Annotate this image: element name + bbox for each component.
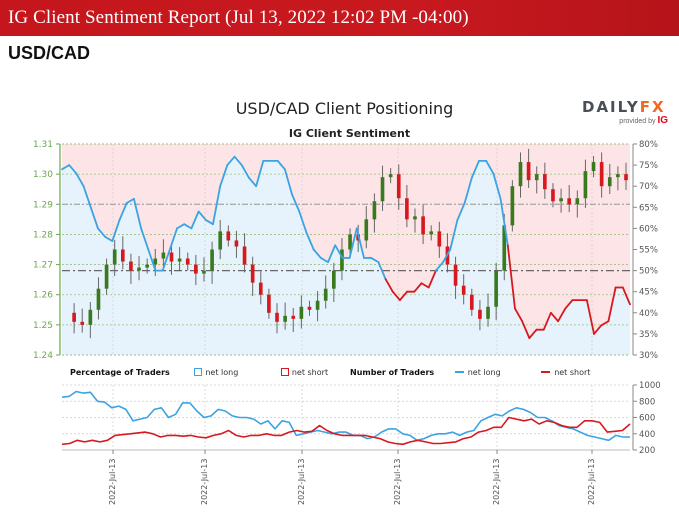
legend-pct-long: net long bbox=[205, 368, 239, 377]
percent-axis-label: 60% bbox=[639, 224, 658, 234]
price-axis-label: 1.28 bbox=[33, 230, 53, 240]
percent-axis-label: 50% bbox=[639, 267, 658, 277]
count-axis-label: 800 bbox=[639, 397, 655, 407]
count-axis-label: 600 bbox=[639, 414, 655, 424]
net-long-line-icon bbox=[454, 371, 464, 373]
chart-title: USD/CAD Client Positioning bbox=[235, 99, 454, 118]
price-axis-label: 1.26 bbox=[33, 291, 53, 301]
percent-axis-label: 55% bbox=[639, 246, 658, 256]
count-axis-label: 1000 bbox=[639, 381, 661, 391]
percent-axis-label: 70% bbox=[639, 182, 658, 192]
price-axis-label: 1.24 bbox=[33, 351, 53, 361]
legend-num-short: net short bbox=[554, 368, 591, 377]
x-axis-date-label: 2022-Jul-13 bbox=[393, 458, 402, 505]
x-axis-date-label: 2022-Jul-13 bbox=[492, 458, 501, 505]
x-axis-date-label: 2022-Jul-13 bbox=[200, 458, 209, 505]
net-short-swatch-icon bbox=[280, 368, 289, 376]
percent-axis-label: 75% bbox=[639, 161, 658, 171]
price-axis-label: 1.27 bbox=[33, 261, 53, 271]
percent-axis-label: 65% bbox=[639, 203, 658, 213]
legend-percentage: Percentage of Traders net long net short bbox=[70, 368, 328, 377]
report-title: IG Client Sentiment Report (Jul 13, 2022… bbox=[8, 7, 469, 28]
x-axis-date-label: 2022-Jul-13 bbox=[297, 458, 306, 505]
count-axis-label: 400 bbox=[639, 430, 655, 440]
currency-pair-title: USD/CAD bbox=[8, 43, 91, 63]
percent-axis-label: 40% bbox=[639, 309, 658, 319]
price-axis-label: 1.25 bbox=[33, 321, 53, 331]
percent-axis-label: 45% bbox=[639, 288, 658, 298]
price-axis-label: 1.29 bbox=[33, 200, 53, 210]
legend-pct-short: net short bbox=[291, 368, 329, 377]
price-axis-label: 1.30 bbox=[33, 170, 53, 180]
legend-pct-title: Percentage of Traders bbox=[70, 368, 170, 377]
count-axis-label: 200 bbox=[639, 446, 655, 456]
percent-axis-label: 30% bbox=[639, 351, 658, 361]
net-short-line-icon bbox=[541, 371, 551, 373]
logo-daily: DAILY bbox=[582, 98, 640, 116]
x-axis-date-label: 2022-Jul-13 bbox=[108, 458, 117, 505]
legend-number: Number of Traders net long net short bbox=[350, 368, 590, 377]
legend-num-title: Number of Traders bbox=[350, 368, 435, 377]
logo-fx: FX bbox=[639, 98, 666, 116]
logo-ig: IG bbox=[657, 115, 668, 126]
percent-axis-label: 80% bbox=[639, 140, 658, 150]
legend-num-long: net long bbox=[467, 368, 501, 377]
x-axis-date-label: 2022-Jul-13 bbox=[587, 458, 596, 505]
dailyfx-logo: DAILYFX provided by IG bbox=[582, 98, 678, 128]
logo-provided-by: provided by bbox=[619, 118, 658, 125]
chart-subtitle: IG Client Sentiment bbox=[288, 127, 411, 140]
report-header-bar: IG Client Sentiment Report (Jul 13, 2022… bbox=[0, 0, 679, 36]
net-long-swatch-icon bbox=[194, 368, 203, 376]
price-axis-label: 1.31 bbox=[33, 140, 53, 150]
percent-axis-label: 35% bbox=[639, 330, 658, 340]
